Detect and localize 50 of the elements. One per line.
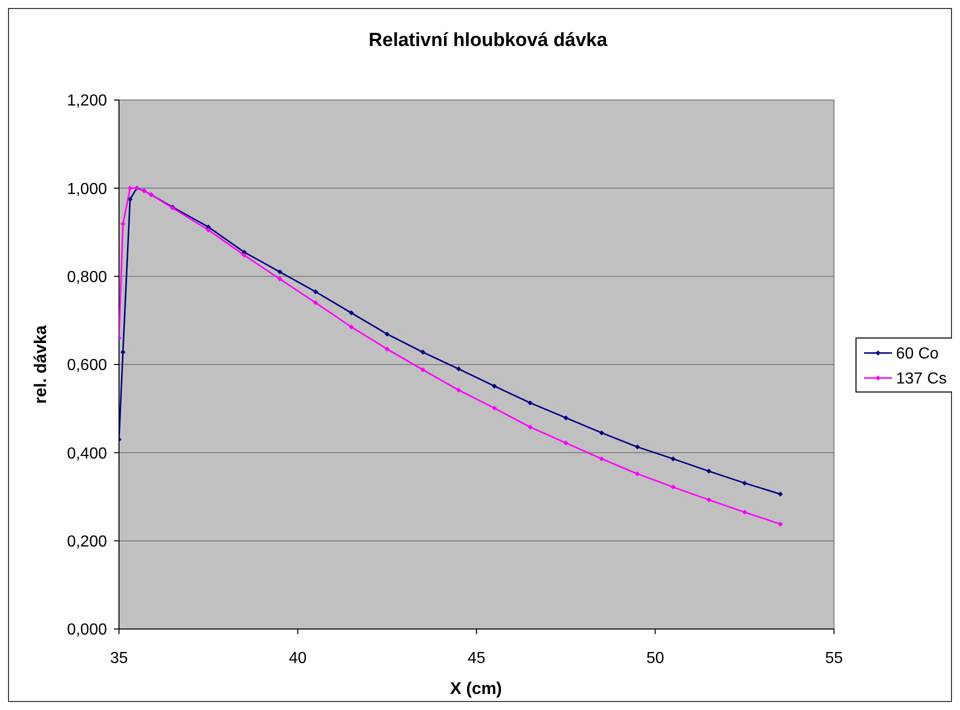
- point: [348, 310, 354, 316]
- point: [742, 480, 748, 486]
- y-tick-label: 0,400: [66, 445, 108, 462]
- point: [456, 388, 462, 393]
- point: [742, 510, 748, 515]
- point: [492, 384, 497, 389]
- x-tick-label: 55: [825, 650, 843, 667]
- point: [206, 228, 211, 233]
- point: [563, 440, 568, 446]
- y-tick-label: 0,800: [66, 268, 108, 286]
- point: [384, 346, 390, 352]
- legend-label: 137 Cs: [896, 370, 947, 388]
- point: [120, 221, 126, 226]
- point: [277, 276, 282, 282]
- point: [528, 424, 533, 430]
- point: [348, 324, 354, 330]
- y-tick-label: 1,000: [66, 180, 108, 198]
- legend-label: 60 Co: [896, 346, 939, 363]
- x-tick-label: 40: [288, 650, 307, 667]
- point: [420, 367, 426, 372]
- point: [384, 332, 390, 337]
- x-tick-label: 45: [468, 650, 486, 667]
- x-tick-label: 35: [110, 650, 128, 667]
- point: [492, 406, 497, 411]
- point: [420, 350, 426, 355]
- point: [778, 522, 783, 527]
- point: [706, 468, 712, 474]
- point: [634, 444, 640, 450]
- y-tick-label: 0,000: [66, 622, 108, 639]
- point: [563, 415, 568, 420]
- x-axis-title: X (cm): [450, 679, 502, 698]
- point: [456, 366, 462, 372]
- point: [599, 456, 604, 462]
- point: [706, 497, 712, 502]
- point: [778, 492, 783, 497]
- point: [313, 289, 318, 294]
- y-axis-title: rel. dávka: [31, 324, 50, 404]
- y-tick-label: 1,200: [66, 92, 108, 110]
- point: [670, 456, 676, 462]
- point: [599, 430, 604, 436]
- point: [313, 300, 318, 306]
- x-tick-label: 50: [646, 650, 664, 667]
- point: [634, 471, 640, 476]
- point: [528, 400, 533, 406]
- point: [670, 484, 676, 490]
- y-tick-label: 0,200: [66, 533, 108, 550]
- point: [277, 269, 282, 274]
- y-tick-label: 0,600: [66, 357, 108, 374]
- chart-title: Relativní hloubková dávka: [368, 30, 608, 51]
- point: [242, 252, 247, 258]
